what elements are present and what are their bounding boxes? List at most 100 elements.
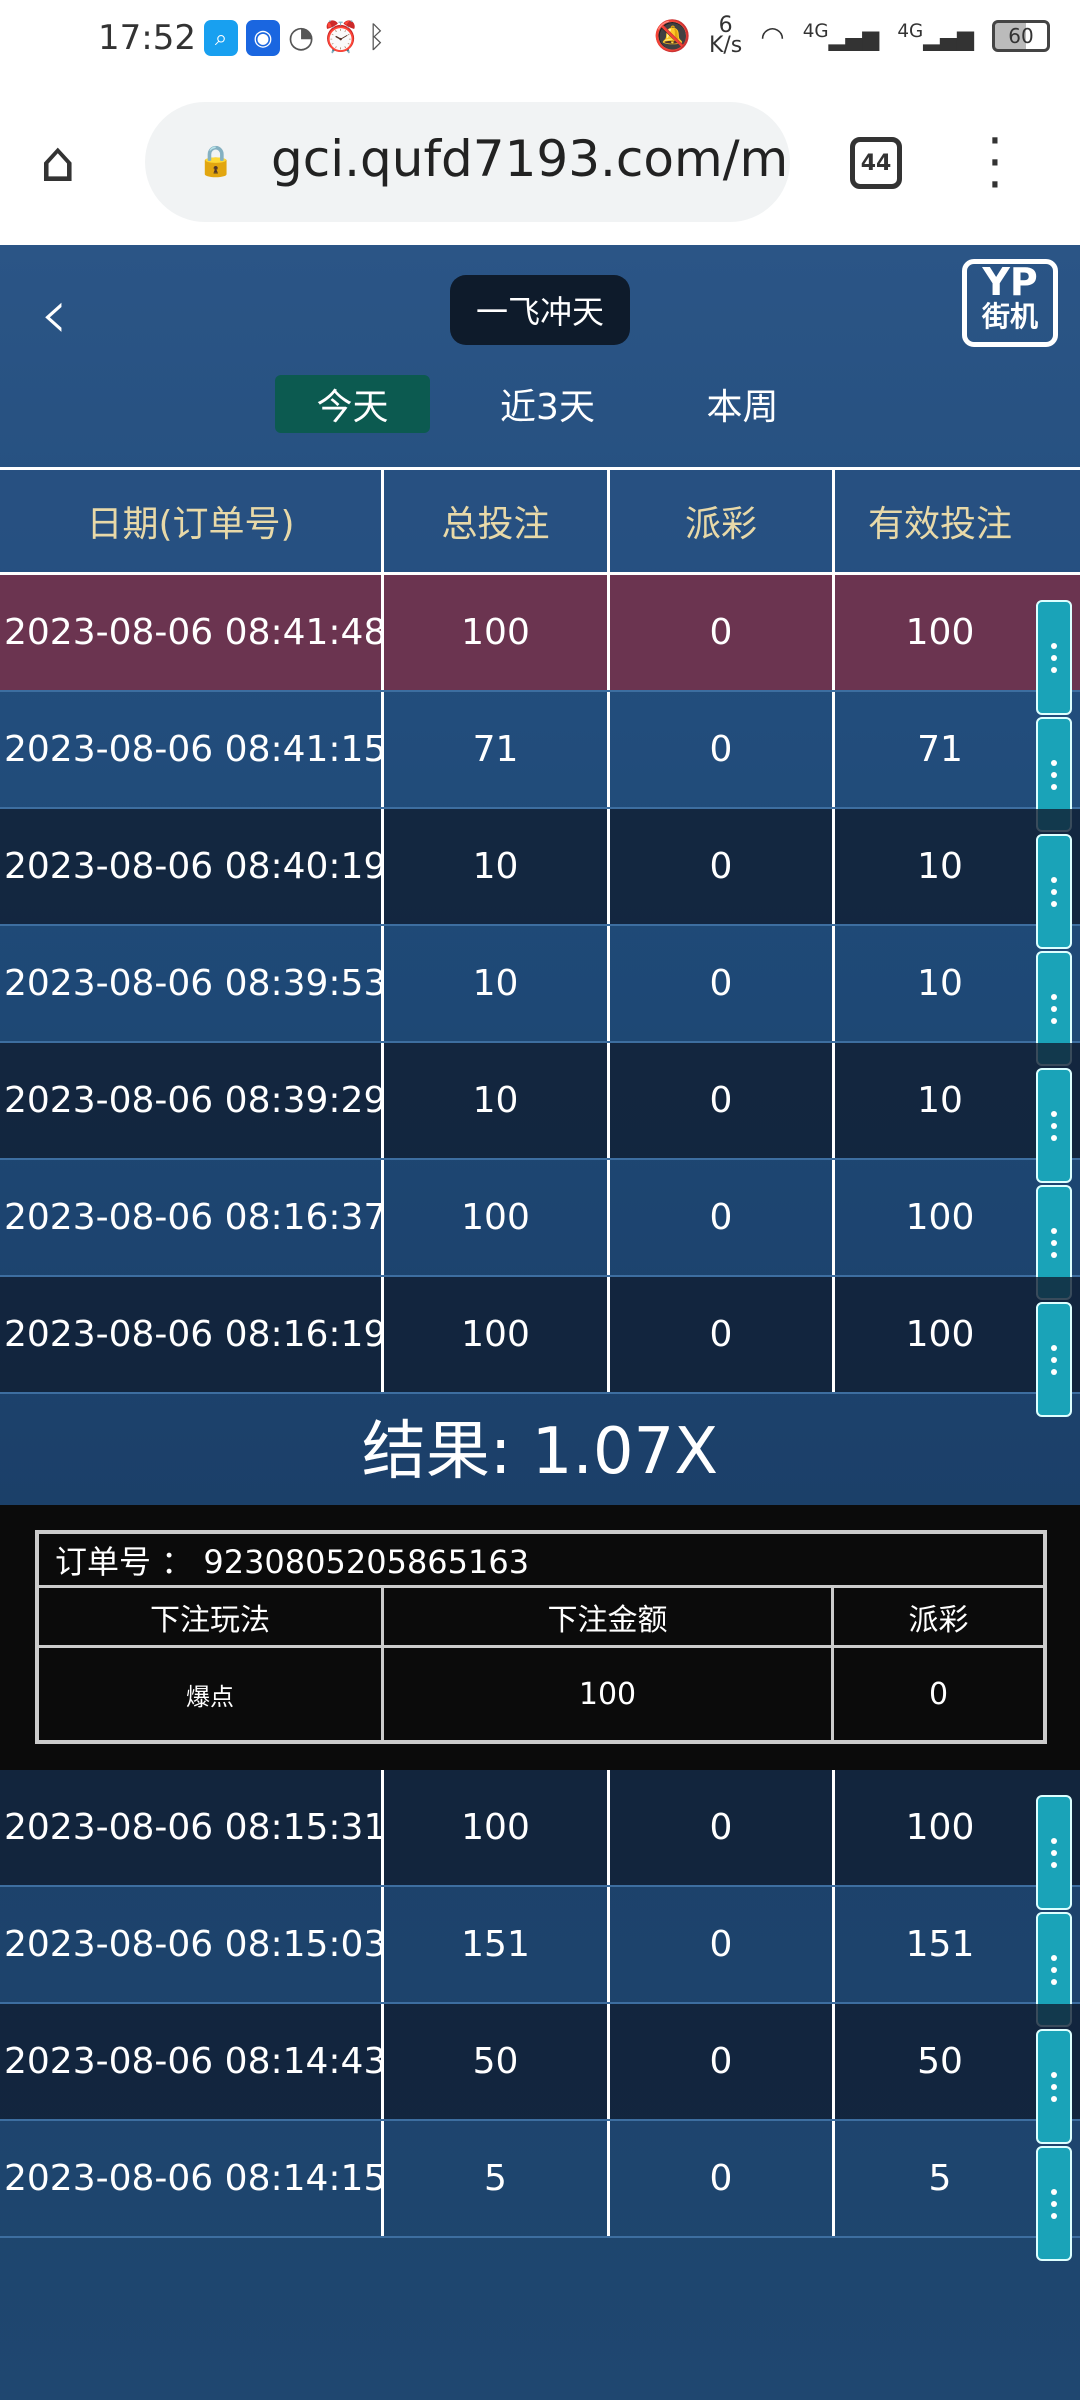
order-detail-table: 订单号 ： 9230805205865163 下注玩法 下注金额 派彩 爆点 1…: [35, 1530, 1047, 1744]
bet-records-table: 日期(订单号) 总投注 派彩 有效投注 2023-08-06 08:41:48 1…: [0, 467, 1080, 1417]
cell-date: 2023-08-06 08:14:43: [0, 2004, 386, 2119]
detail-amount: 100: [384, 1648, 834, 1740]
cell-total-bet: 100: [384, 1770, 610, 1885]
bet-records-table-continued: 2023-08-06 08:15:31 100 0 100 2023-08-06 08:…: [0, 1770, 1080, 2261]
detail-play: 爆点: [39, 1648, 384, 1740]
tab-today[interactable]: 今天: [275, 375, 430, 433]
cell-total-bet: 5: [384, 2121, 610, 2236]
url-text: gci.qufd7193.com/m: [271, 130, 789, 188]
game-page: ‹ 一飞冲天 YP 街机 今天 近3天 本周 日期(订单号) 总投注 派彩 有效投…: [0, 245, 1080, 2400]
table-row[interactable]: 2023-08-06 08:15:31 100 0 100: [0, 1770, 1080, 1910]
table-row[interactable]: 2023-08-06 08:16:37 100 0 100: [0, 1160, 1080, 1300]
detail-payout: 0: [928, 1676, 949, 1712]
cell-payout: 0: [610, 1160, 835, 1275]
tab-last-3-days[interactable]: 近3天: [500, 387, 595, 428]
order-detail-popup: 订单号 ： 9230805205865163 下注玩法 下注金额 派彩 爆点 1…: [0, 1505, 1080, 1770]
bulb-app-icon: ◉: [246, 20, 280, 56]
header-date: 日期(订单号): [0, 470, 384, 572]
cell-payout: 0: [610, 575, 835, 690]
result-text: 结果: 1.07X: [361, 1415, 719, 1489]
back-icon[interactable]: ‹: [40, 273, 68, 355]
cell-total-bet: 100: [384, 1160, 610, 1275]
cell-valid-bet: 151: [905, 1924, 975, 1965]
alarm-icon: ⏰: [322, 20, 360, 55]
search-app-icon: ⌕: [204, 20, 238, 56]
row-menu-icon[interactable]: [1036, 600, 1072, 715]
page-title: 一飞冲天: [450, 275, 630, 345]
row-menu-icon[interactable]: [1036, 2146, 1072, 2261]
cell-date: 2023-08-06 08:16:37: [0, 1160, 386, 1275]
detail-header-play: 下注玩法: [39, 1588, 384, 1645]
logo-bottom: 街机: [981, 300, 1038, 333]
cell-total-bet: 10: [384, 809, 610, 924]
cell-valid-bet: 100: [905, 1314, 975, 1355]
cell-date: 2023-08-06 08:15:03: [0, 1887, 386, 2002]
detail-header-payout: 派彩: [908, 1602, 969, 1638]
logo: YP 街机: [962, 259, 1058, 347]
cell-total-bet: 10: [384, 1043, 610, 1158]
cell-total-bet: 100: [384, 1277, 610, 1392]
cell-date: 2023-08-06 08:39:53: [0, 926, 386, 1041]
home-icon[interactable]: ⌂: [40, 130, 76, 195]
cell-payout: 0: [610, 2004, 835, 2119]
header-valid-bet: 有效投注: [867, 504, 1012, 545]
cell-payout: 0: [610, 2121, 835, 2236]
logo-top: YP: [982, 260, 1038, 304]
row-menu-icon[interactable]: [1036, 1068, 1072, 1183]
table-row[interactable]: 2023-08-06 08:41:15 71 0 71: [0, 692, 1080, 832]
cell-valid-bet: 100: [905, 1197, 975, 1238]
cell-date: 2023-08-06 08:41:48: [0, 575, 386, 690]
mute-icon: 🔕: [653, 18, 691, 54]
cell-date: 2023-08-06 08:16:19: [0, 1277, 386, 1392]
cell-payout: 0: [610, 809, 835, 924]
speedometer-icon: ◔: [288, 20, 315, 55]
cell-payout: 0: [610, 692, 835, 807]
signal-icon-2: 4G▂▄▆: [897, 20, 974, 52]
more-menu-icon[interactable]: · · ·: [987, 112, 1003, 214]
order-number: 订单号 ： 9230805205865163: [55, 1542, 530, 1581]
table-row[interactable]: 2023-08-06 08:14:43 50 0 50: [0, 2004, 1080, 2144]
table-header: 日期(订单号) 总投注 派彩 有效投注: [0, 467, 1080, 575]
cell-valid-bet: 10: [917, 1080, 963, 1121]
header-total-bet: 总投注: [384, 470, 610, 572]
cell-payout: 0: [610, 1043, 835, 1158]
table-row[interactable]: 2023-08-06 08:14:15 5 0 5: [0, 2121, 1080, 2261]
table-row[interactable]: 2023-08-06 08:41:48 100 0 100: [0, 575, 1080, 715]
cell-payout: 0: [610, 1770, 835, 1885]
cell-total-bet: 151: [384, 1887, 610, 2002]
table-row[interactable]: 2023-08-06 08:40:19 10 0 10: [0, 809, 1080, 949]
battery-icon: 60: [992, 20, 1050, 52]
network-type-2: 4G: [897, 20, 924, 42]
header-payout: 派彩: [610, 470, 835, 572]
network-type: 4G: [802, 20, 829, 42]
cell-valid-bet: 100: [905, 1807, 975, 1848]
cell-date: 2023-08-06 08:39:29: [0, 1043, 386, 1158]
cell-date: 2023-08-06 08:15:31: [0, 1770, 386, 1885]
clock: 17:52: [98, 18, 196, 58]
table-row[interactable]: 2023-08-06 08:39:53 10 0 10: [0, 926, 1080, 1066]
bluetooth-icon: ᛒ: [367, 20, 386, 55]
net-speed-unit: K/s: [708, 33, 743, 58]
row-menu-icon[interactable]: [1036, 1795, 1072, 1910]
tab-this-week[interactable]: 本周: [706, 387, 779, 428]
address-bar[interactable]: 🔒 gci.qufd7193.com/m: [145, 102, 790, 222]
cell-payout: 0: [610, 1277, 835, 1392]
row-menu-icon[interactable]: [1036, 2029, 1072, 2144]
cell-valid-bet: 71: [917, 729, 963, 770]
cell-payout: 0: [610, 926, 835, 1041]
cell-total-bet: 50: [384, 2004, 610, 2119]
net-speed: 6: [718, 13, 733, 38]
cell-valid-bet: 10: [917, 963, 963, 1004]
table-row[interactable]: 2023-08-06 08:16:19 100 0 100: [0, 1277, 1080, 1417]
cell-valid-bet: 10: [917, 846, 963, 887]
cell-payout: 0: [610, 1887, 835, 2002]
tab-switcher-button[interactable]: 44: [850, 137, 902, 189]
row-menu-icon[interactable]: [1036, 834, 1072, 949]
table-row[interactable]: 2023-08-06 08:39:29 10 0 10: [0, 1043, 1080, 1183]
cell-date: 2023-08-06 08:41:15: [0, 692, 386, 807]
cell-date: 2023-08-06 08:14:15: [0, 2121, 386, 2236]
date-range-tabs: 今天 近3天 本周: [275, 375, 820, 433]
table-row[interactable]: 2023-08-06 08:15:03 151 0 151: [0, 1887, 1080, 2027]
row-menu-icon[interactable]: [1036, 1302, 1072, 1417]
cell-total-bet: 10: [384, 926, 610, 1041]
